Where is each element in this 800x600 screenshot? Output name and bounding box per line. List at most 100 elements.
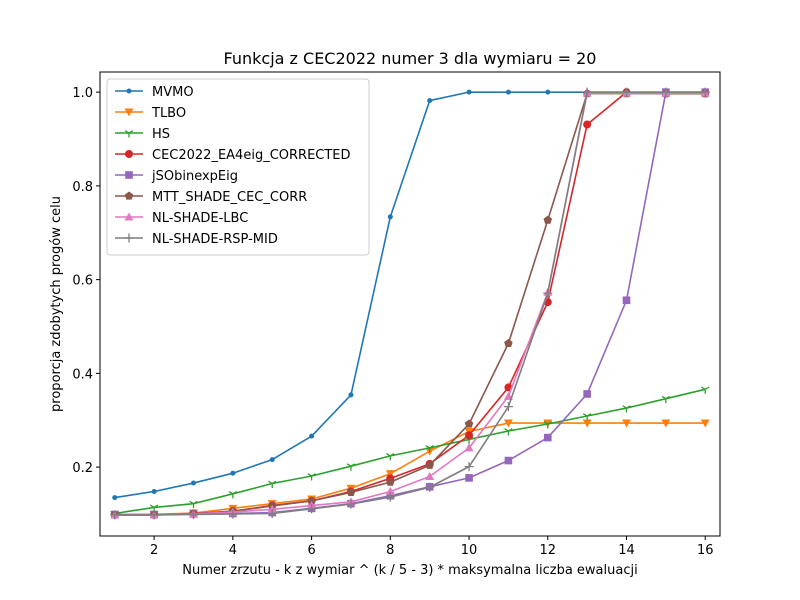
data-point-mvmo [348,392,354,398]
data-point-tlbo [700,419,710,428]
data-point-tlbo [385,470,395,479]
data-point-mvmo [466,89,472,95]
data-point-cec2022-ea4eig-corrected [583,120,592,129]
legend-marker-mvmo [126,88,132,94]
y-tick-label: 0.6 [72,274,93,289]
x-tick-label: 10 [461,543,478,558]
data-point-hs [346,463,356,471]
legend-frame [106,78,370,256]
legend-label-nl-shade-rsp-mid: NL-SHADE-RSP-MID [152,232,278,247]
data-point-nl-shade-rsp-mid [307,504,317,514]
data-point-mvmo [545,89,551,95]
data-point-hs [543,421,553,429]
legend-marker-jsobinexpeig [125,171,133,179]
data-point-mvmo [230,470,236,476]
legend-item-nl-shade-lbc: NL-SHADE-LBC [115,211,248,226]
legend-label-nl-shade-lbc: NL-SHADE-LBC [152,211,248,226]
data-point-nl-shade-rsp-mid [110,510,120,520]
data-point-nl-shade-rsp-mid [464,462,474,472]
plot-frame [99,71,721,537]
x-tick-label: 4 [229,543,237,558]
y-tick-label: 0.2 [72,461,93,476]
data-point-cec2022-ea4eig-corrected [465,431,474,440]
legend-label-hs: HS [152,127,170,142]
data-point-mtt-shade-cec-corr [504,338,513,348]
data-point-nl-shade-rsp-mid [661,87,671,97]
legend-item-jsobinexpeig: jSObinexpEig [115,169,238,184]
data-point-nl-shade-lbc [267,504,277,513]
legend-marker-cec2022-ea4eig-corrected [125,150,133,158]
legend-item-nl-shade-rsp-mid: NL-SHADE-RSP-MID [115,232,278,247]
data-point-hs [189,500,198,509]
data-point-nl-shade-rsp-mid [346,499,356,509]
data-point-mvmo [112,495,118,501]
data-point-hs [582,413,592,421]
data-point-nl-shade-rsp-mid [543,288,553,298]
data-point-jsobinexpeig [583,390,591,398]
data-point-hs [425,445,434,453]
series-line-tlbo [114,422,706,516]
data-point-mvmo [269,457,275,463]
plot-area [99,71,721,537]
data-point-mtt-shade-cec-corr [425,460,434,469]
data-point-mvmo [387,214,393,220]
x-tick-label: 6 [307,543,315,558]
x-tick-label: 8 [386,543,394,558]
data-point-hs [386,452,395,461]
data-point-mtt-shade-cec-corr [346,487,356,497]
series-line-nl-shade-rsp-mid [114,91,706,516]
data-point-nl-shade-rsp-mid [425,482,435,492]
data-point-tlbo [661,419,671,428]
data-point-nl-shade-lbc [464,443,474,452]
series-line-hs [114,388,706,515]
y-axis: 0.2 0.4 0.6 0.8 1.0 [72,86,100,476]
y-tick-label: 0.4 [72,367,93,382]
x-tick-label: 2 [150,543,158,558]
data-point-nl-shade-lbc [385,486,395,495]
legend-item-mvmo: MVMO [115,85,194,100]
data-point-nl-shade-rsp-mid [622,87,632,97]
legend-label-cec2022-ea4eig-corrected: CEC2022_EA4eig_CORRECTED [152,148,351,163]
data-point-nl-shade-rsp-mid [267,509,277,519]
legend-item-cec2022-ea4eig-corrected: CEC2022_EA4eig_CORRECTED [115,148,351,163]
legend-item-mtt-shade-cec-corr: MTT_SHADE_CEC_CORR [115,190,307,205]
data-point-jsobinexpeig [622,296,631,305]
y-tick-label: 1.0 [72,86,93,101]
data-point-nl-shade-rsp-mid [503,402,513,412]
data-point-nl-shade-rsp-mid [188,509,198,519]
data-point-tlbo [582,419,592,428]
data-point-hs [504,428,513,436]
data-point-tlbo [622,419,632,428]
legend-marker-tlbo [124,108,134,117]
x-tick-label: 14 [618,543,635,558]
data-point-hs [307,473,316,481]
legend: MVMO TLBO HS CEC2022_EA4eig_CORRECTED jSObin… [106,78,370,256]
data-point-jsobinexpeig [504,456,513,465]
data-point-jsobinexpeig [465,474,473,482]
series-line-nl-shade-lbc [114,92,706,516]
legend-label-mtt-shade-cec-corr: MTT_SHADE_CEC_CORR [152,190,307,205]
data-point-mvmo [505,89,511,95]
series-layer [110,87,710,520]
data-point-mtt-shade-cec-corr [464,419,474,428]
x-tick-label: 12 [540,543,557,558]
data-point-nl-shade-rsp-mid [385,492,395,502]
x-tick-label: 16 [697,543,714,558]
data-point-mtt-shade-cec-corr [386,477,395,486]
data-point-hs [228,490,238,499]
data-point-hs [267,480,277,489]
y-axis-label: proporcja zdobytych progów celu [49,196,64,412]
data-point-nl-shade-lbc [425,471,435,480]
legend-item-hs: HS [115,127,170,142]
data-point-mvmo [309,433,315,439]
data-point-hs [622,405,631,413]
data-point-mvmo [427,98,433,104]
x-axis: 2 4 6 8 10 12 14 16 [150,536,714,558]
legend-marker-nl-shade-rsp-mid [124,233,134,243]
data-point-hs [661,395,671,404]
data-point-nl-shade-rsp-mid [700,87,710,97]
legend-label-tlbo: TLBO [151,106,186,121]
legend-marker-hs [124,130,134,138]
data-point-mvmo [151,488,157,494]
